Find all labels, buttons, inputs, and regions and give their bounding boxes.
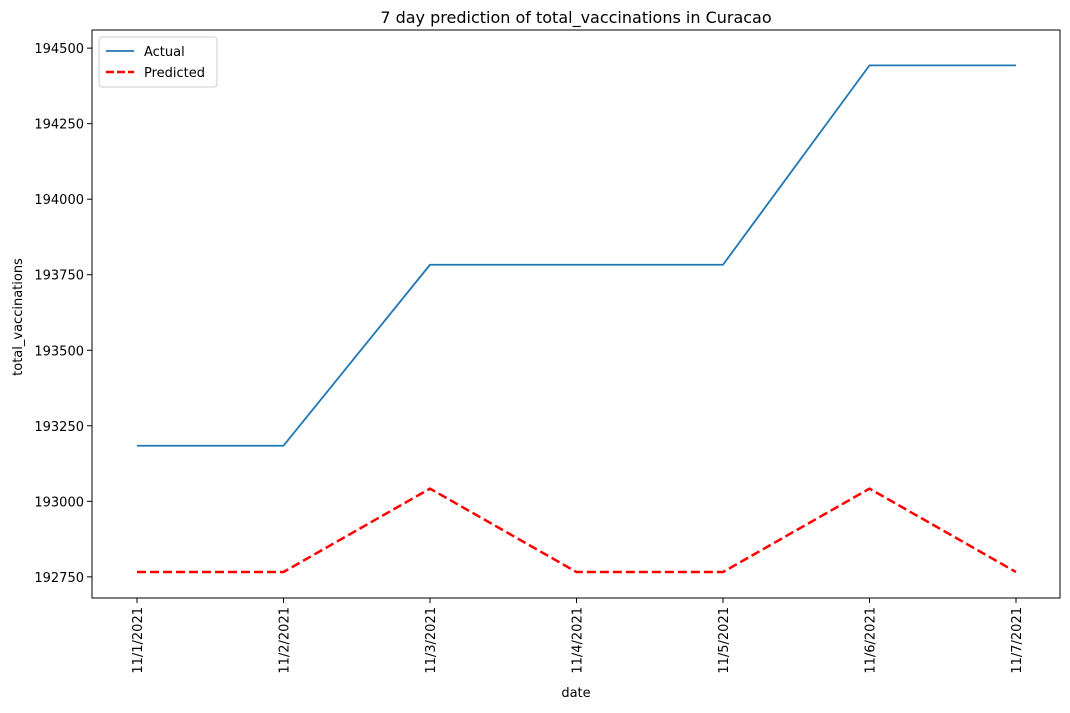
y-tick-label: 193750 [34, 269, 84, 284]
x-tick-label: 11/4/2021 [571, 607, 586, 674]
x-tick-label: 11/1/2021 [131, 607, 146, 674]
x-tick-label: 11/5/2021 [717, 607, 732, 674]
x-tick-label: 11/7/2021 [1010, 607, 1025, 674]
y-tick-label: 193250 [34, 420, 84, 435]
y-tick-label: 194500 [34, 42, 84, 57]
y-axis: 192750 193000 193250 193500 193750 194000 1942… [34, 42, 92, 586]
legend: Actual Predicted [98, 36, 218, 88]
x-axis-label: date [561, 686, 590, 701]
y-tick-label: 193500 [34, 344, 84, 359]
series-line-actual [137, 64, 1016, 447]
legend-label-predicted: Predicted [144, 66, 205, 81]
chart-title: 7 day prediction of total_vaccinations i… [380, 8, 771, 28]
series-layer [137, 64, 1017, 574]
y-axis-label: total_vaccinations [11, 258, 26, 376]
x-tick-label: 11/6/2021 [864, 607, 879, 674]
x-tick-label: 11/2/2021 [278, 607, 293, 674]
y-tick-label: 193000 [34, 495, 84, 510]
y-tick-label: 192750 [34, 571, 84, 586]
legend-box [98, 36, 218, 88]
x-axis: 11/1/2021 11/2/2021 11/3/2021 11/4/2021 11/5… [131, 598, 1025, 674]
y-tick-label: 194250 [34, 118, 84, 133]
y-tick-label: 194000 [34, 193, 84, 208]
plot-area [91, 29, 1061, 599]
x-tick-label: 11/3/2021 [424, 607, 439, 674]
legend-label-actual: Actual [144, 45, 185, 60]
series-line-predicted [137, 487, 1017, 574]
